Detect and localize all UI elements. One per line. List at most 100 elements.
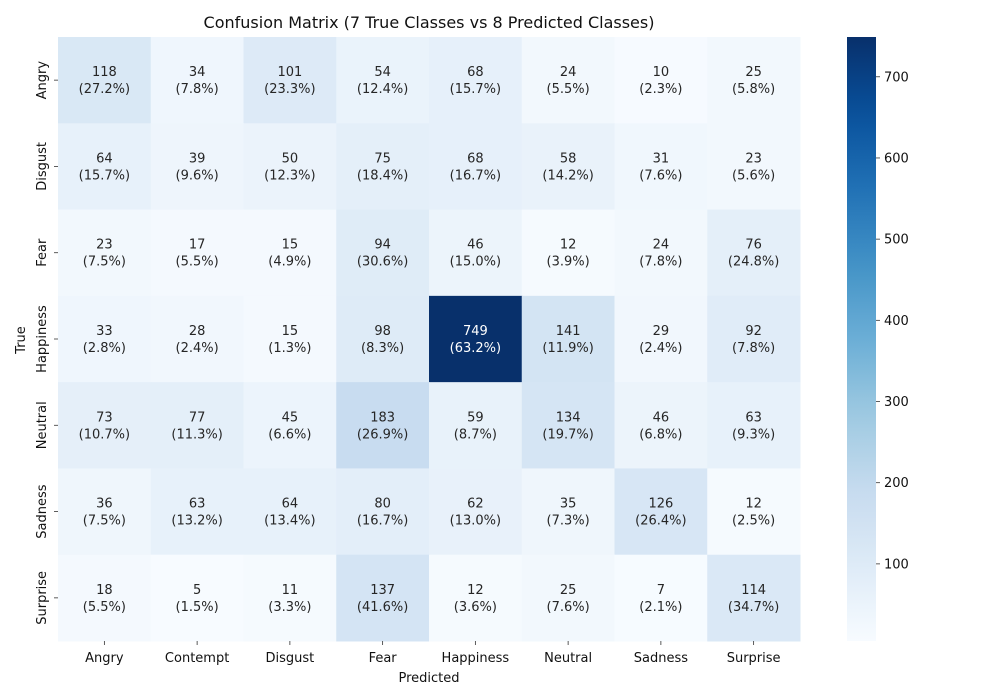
heatmap-cell (243, 209, 337, 297)
cell-percent-label: (63.2%) (450, 341, 501, 356)
cell-percent-label: (13.4%) (264, 514, 315, 529)
cell-count-label: 64 (282, 497, 299, 512)
heatmap-cell (243, 37, 337, 124)
heatmap-cell-labels: 118 (27.2%) 34 (7.8%) 101 (23.3%) 54 (12.4%) 68 (… (79, 65, 780, 615)
heatmap-cell (336, 123, 430, 211)
cell-percent-label: (1.5%) (176, 600, 219, 615)
x-tick-label: Sadness (634, 651, 688, 666)
cell-percent-label: (3.9%) (547, 255, 590, 270)
x-tick-label: Happiness (442, 651, 510, 666)
x-tick-label: Angry (85, 651, 124, 666)
y-tick-label: Sadness (35, 484, 50, 538)
cell-percent-label: (15.0%) (450, 255, 501, 270)
colorbar-tick-label: 200 (884, 476, 909, 491)
cell-count-label: 126 (648, 497, 673, 512)
heatmap-cell (521, 295, 615, 383)
heatmap-cell (707, 468, 801, 556)
cell-percent-label: (15.7%) (79, 168, 130, 183)
cell-count-label: 45 (282, 410, 299, 425)
heatmap-cell (336, 468, 430, 556)
cell-percent-label: (2.5%) (732, 514, 775, 529)
colorbar-tick-label: 400 (884, 314, 909, 329)
cell-count-label: 12 (467, 583, 484, 598)
cell-percent-label: (5.5%) (176, 255, 219, 270)
cell-count-label: 24 (653, 238, 670, 253)
colorbar-gradient (847, 37, 876, 641)
heatmap-cell (707, 295, 801, 383)
cell-count-label: 73 (96, 410, 113, 425)
heatmap-cell (614, 468, 708, 556)
y-tick-label: Neutral (35, 401, 50, 449)
cell-percent-label: (11.3%) (171, 427, 222, 442)
cell-count-label: 23 (96, 238, 113, 253)
cell-count-label: 101 (277, 65, 302, 80)
heatmap-cell (243, 123, 337, 211)
cell-percent-label: (8.3%) (361, 341, 404, 356)
cell-count-label: 94 (374, 238, 391, 253)
heatmap-cell (58, 209, 152, 297)
heatmap-cell (243, 468, 337, 556)
heatmap-cell (707, 123, 801, 211)
heatmap-cell (707, 209, 801, 297)
cell-count-label: 12 (560, 238, 577, 253)
heatmap-cell (150, 295, 244, 383)
heatmap-cell (243, 295, 337, 383)
cell-count-label: 17 (189, 238, 206, 253)
cell-count-label: 63 (189, 497, 206, 512)
cell-percent-label: (10.7%) (79, 427, 130, 442)
y-axis-ticks: Angry Disgust Fear Happiness Neutral Sadness S… (35, 61, 58, 625)
cell-percent-label: (7.3%) (547, 514, 590, 529)
heatmap-cell (521, 382, 615, 469)
cell-percent-label: (34.7%) (728, 600, 779, 615)
cell-count-label: 23 (745, 151, 762, 166)
heatmap-cell (336, 554, 430, 642)
cell-count-label: 24 (560, 65, 577, 80)
heatmap-cell (243, 382, 337, 469)
heatmap-cell (614, 209, 708, 297)
cell-count-label: 25 (745, 65, 762, 80)
cell-count-label: 46 (467, 238, 484, 253)
cell-count-label: 62 (467, 497, 484, 512)
heatmap-cell (429, 382, 523, 469)
cell-count-label: 39 (189, 151, 206, 166)
cell-count-label: 35 (560, 497, 577, 512)
heatmap-cell (521, 37, 615, 124)
heatmap-cell (429, 295, 523, 383)
cell-count-label: 50 (282, 151, 299, 166)
heatmap-cell (336, 37, 430, 124)
heatmap-cell (614, 382, 708, 469)
cell-percent-label: (11.9%) (542, 341, 593, 356)
cell-count-label: 36 (96, 497, 113, 512)
cell-count-label: 54 (374, 65, 391, 80)
heatmap-cell (614, 295, 708, 383)
cell-percent-label: (7.8%) (639, 255, 682, 270)
cell-percent-label: (19.7%) (542, 427, 593, 442)
x-tick-label: Surprise (727, 651, 781, 666)
heatmap-cell (336, 382, 430, 469)
cell-count-label: 18 (96, 583, 113, 598)
cell-count-label: 137 (370, 583, 395, 598)
y-tick-label: Disgust (35, 142, 50, 191)
heatmap-cell (336, 209, 430, 297)
cell-count-label: 68 (467, 151, 484, 166)
cell-count-label: 98 (374, 324, 391, 339)
cell-count-label: 58 (560, 151, 577, 166)
cell-percent-label: (16.7%) (357, 514, 408, 529)
cell-percent-label: (41.6%) (357, 600, 408, 615)
x-axis-label: Predicted (398, 671, 459, 686)
heatmap-cell (150, 468, 244, 556)
cell-percent-label: (2.8%) (83, 341, 126, 356)
cell-percent-label: (18.4%) (357, 168, 408, 183)
cell-percent-label: (9.6%) (176, 168, 219, 183)
heatmap-cell (58, 123, 152, 211)
y-tick-label: Surprise (35, 571, 50, 625)
cell-count-label: 15 (282, 324, 299, 339)
heatmap-cell (521, 209, 615, 297)
cell-percent-label: (12.4%) (357, 82, 408, 97)
cell-percent-label: (3.3%) (268, 600, 311, 615)
cell-count-label: 25 (560, 583, 577, 598)
y-tick-label: Fear (35, 238, 50, 267)
heatmap-cell (58, 295, 152, 383)
cell-percent-label: (9.3%) (732, 427, 775, 442)
heatmap-cell (429, 37, 523, 124)
